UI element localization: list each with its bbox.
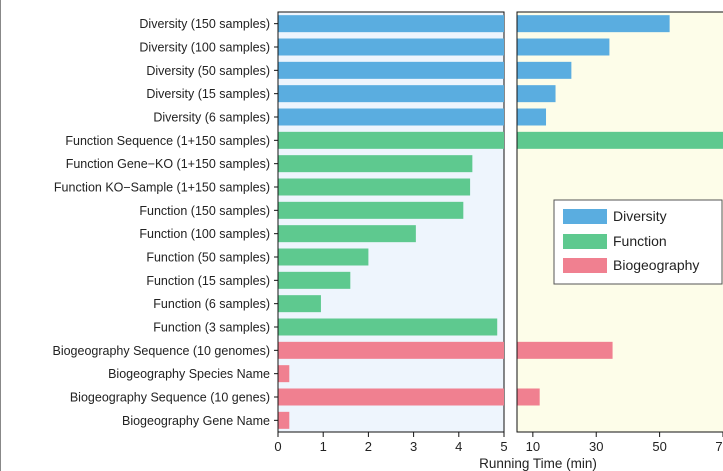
category-label-biogeography-sequence-10-genomes: Biogeography Sequence (10 genomes) — [52, 344, 270, 358]
bar-function-ko-sample-1-150-samples — [278, 178, 471, 196]
bar-diversity-150-samples — [278, 15, 504, 33]
category-label-function-gene-ko-1-150-samples: Function Gene−KO (1+150 samples) — [66, 157, 270, 171]
bar-function-50-samples — [278, 248, 369, 266]
bar-diversity-15-samples — [278, 85, 504, 103]
legend: Diversity Function Biogeography — [553, 199, 723, 285]
bar-biogeography-species-name — [278, 365, 290, 383]
category-label-function-15-samples: Function (15 samples) — [146, 274, 270, 288]
x-tick-label: 2 — [365, 439, 372, 454]
x-axis-title: Running Time (min) — [479, 456, 597, 471]
category-label-function-sequence-1-150-samples: Function Sequence (1+150 samples) — [65, 134, 270, 148]
x-tick-label: 3 — [410, 439, 417, 454]
x-tick-label: 50 — [652, 439, 666, 454]
bar-diversity-15-samples-upper — [517, 85, 556, 103]
category-label-biogeography-species-name: Biogeography Species Name — [108, 367, 270, 381]
bar-biogeography-gene-name — [278, 411, 290, 429]
bar-function-3-samples — [278, 318, 498, 336]
legend-swatch-function — [563, 234, 607, 249]
bar-function-100-samples — [278, 225, 416, 243]
bar-function-sequence-1-150-samples-upper — [517, 131, 723, 149]
bar-diversity-100-samples — [278, 38, 504, 56]
x-tick-label: 30 — [589, 439, 603, 454]
bar-diversity-50-samples-upper — [517, 61, 572, 79]
bar-function-6-samples — [278, 295, 321, 313]
category-label-diversity-100-samples: Diversity (100 samples) — [139, 41, 270, 55]
x-tick-label: 5 — [500, 439, 507, 454]
legend-swatch-diversity — [563, 209, 607, 224]
legend-label-function: Function — [613, 233, 667, 249]
left-panel — [277, 11, 505, 433]
category-label-function-ko-sample-1-150-samples: Function KO−Sample (1+150 samples) — [54, 181, 270, 195]
legend-swatch-biogeography — [563, 258, 607, 273]
legend-label-biogeography: Biogeography — [613, 257, 699, 273]
category-label-diversity-150-samples: Diversity (150 samples) — [139, 17, 270, 31]
bar-function-gene-ko-1-150-samples — [278, 155, 473, 173]
bar-diversity-50-samples — [278, 61, 504, 79]
category-label-diversity-50-samples: Diversity (50 samples) — [146, 64, 270, 78]
bar-biogeography-sequence-10-genes-upper — [517, 388, 540, 406]
bar-function-150-samples — [278, 201, 464, 219]
category-label-function-100-samples: Function (100 samples) — [139, 227, 270, 241]
bar-diversity-6-samples-upper — [517, 108, 547, 126]
bar-diversity-6-samples — [278, 108, 504, 126]
legend-label-diversity: Diversity — [613, 208, 667, 224]
bar-biogeography-sequence-10-genomes-upper — [517, 341, 613, 359]
category-label-biogeography-sequence-10-genes: Biogeography Sequence (10 genes) — [70, 391, 270, 405]
category-label-function-50-samples: Function (50 samples) — [146, 251, 270, 265]
x-tick-label: 4 — [455, 439, 462, 454]
category-label-diversity-6-samples: Diversity (6 samples) — [153, 111, 270, 125]
category-label-diversity-15-samples: Diversity (15 samples) — [146, 87, 270, 101]
category-label-biogeography-gene-name: Biogeography Gene Name — [122, 414, 270, 428]
bar-biogeography-sequence-10-genes — [278, 388, 504, 406]
bar-function-15-samples — [278, 271, 351, 289]
bar-diversity-150-samples-upper — [517, 15, 670, 33]
bar-biogeography-sequence-10-genomes — [278, 341, 504, 359]
category-label-function-3-samples: Function (3 samples) — [153, 321, 270, 335]
x-tick-label: 0 — [274, 439, 281, 454]
x-tick-label: 1 — [320, 439, 327, 454]
bar-function-sequence-1-150-samples — [278, 131, 504, 149]
x-tick-label: 10 — [526, 439, 540, 454]
category-label-function-150-samples: Function (150 samples) — [139, 204, 270, 218]
x-tick-label: 7 — [715, 439, 722, 454]
bar-diversity-100-samples-upper — [517, 38, 610, 56]
category-label-function-6-samples: Function (6 samples) — [153, 297, 270, 311]
